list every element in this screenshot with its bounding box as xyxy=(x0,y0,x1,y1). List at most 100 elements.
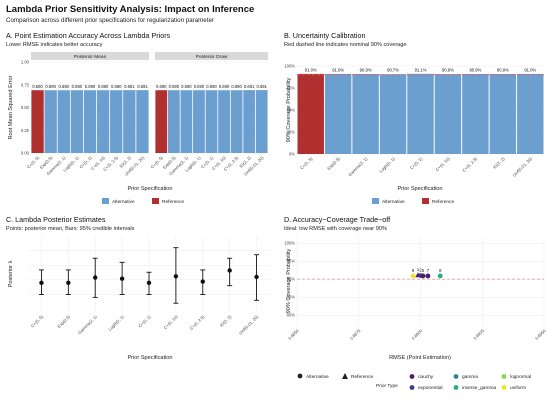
bar xyxy=(517,73,544,154)
data-label: 0.690 xyxy=(85,84,96,89)
bar xyxy=(434,74,462,154)
legend-key-inverse_gamma xyxy=(453,385,459,390)
posterior-mean-point xyxy=(93,275,98,280)
bar xyxy=(255,90,268,153)
data-label: 0.690 xyxy=(32,84,43,89)
posterior-mean-point xyxy=(119,276,125,281)
legend-label: Reference xyxy=(162,199,184,205)
x-tick-label: C+(0, 10) xyxy=(163,314,179,330)
x-tick-label: C+(0, 2.5) xyxy=(102,155,119,172)
point-label: 9 xyxy=(412,268,415,273)
y-tick-label: 95% xyxy=(287,259,296,264)
facet-strip xyxy=(31,52,149,60)
y-tick-label: 100% xyxy=(284,64,295,69)
x-tick-label: C+(0, 5) xyxy=(30,314,45,329)
y-axis-label: Root Mean Squared Error xyxy=(8,75,14,139)
legend-label: cauchy xyxy=(418,374,434,380)
x-axis-label: RMSE (Point Estimation) xyxy=(389,355,451,361)
panel-subtitle: Lower RMSE indicates better accuracy xyxy=(6,42,103,48)
legend-label: exponential xyxy=(418,385,443,391)
data-label: 90.9% xyxy=(497,68,509,73)
bar xyxy=(230,90,243,153)
data-label: 0.690 xyxy=(59,84,70,89)
legend-label: Reference xyxy=(432,199,454,205)
legend-key-reference xyxy=(422,198,429,204)
x-tick-label: 0.6925 xyxy=(472,328,485,341)
point-alternative xyxy=(410,273,416,279)
y-axis-label: Posterior λ xyxy=(8,260,14,287)
panel-d: D. Accuracy−Coverage Trade−off Ideal: low… xyxy=(284,215,547,391)
data-label: 0.690 xyxy=(206,84,217,89)
point-alternative xyxy=(425,273,431,279)
bar xyxy=(83,90,97,153)
panel-b: B. Uncertainty Calibration Red dashed lin… xyxy=(284,31,544,205)
x-tick-label: 0.6950 xyxy=(534,328,547,341)
y-tick-label: 85% xyxy=(287,295,296,300)
bar xyxy=(31,90,44,153)
x-tick-label: C+(0, 2.5) xyxy=(461,156,478,173)
color-legend: Prior Type cauchy exponential gamma inverse_… xyxy=(376,374,531,391)
bar xyxy=(218,90,230,153)
data-label: 0.690 xyxy=(72,84,83,89)
data-label: 90.7% xyxy=(387,68,399,73)
legend-key-alternative xyxy=(372,198,379,204)
legend-label: uniform xyxy=(510,385,526,391)
bar xyxy=(167,90,180,153)
panel-a: A. Point Estimation Accuracy Across Lamb… xyxy=(6,31,268,205)
panel-subtitle: Red dashed line indicates nominal 90% co… xyxy=(284,42,407,48)
bar xyxy=(352,74,379,154)
legend-key-cauchy xyxy=(409,374,415,379)
panel-title: C. Lambda Posterior Estimates xyxy=(6,215,106,224)
bar xyxy=(379,74,407,154)
facet-strip-label: Posterior Mean xyxy=(74,54,107,60)
bar xyxy=(489,74,517,154)
legend-title: Prior Type xyxy=(376,383,398,389)
point-alternative xyxy=(437,273,443,279)
x-tick-label: 0.6850 xyxy=(287,328,300,341)
data-label: 0.691 xyxy=(256,84,267,89)
data-label: 91.1% xyxy=(415,67,427,72)
posterior-mean-point xyxy=(173,274,179,279)
panel-title: A. Point Estimation Accuracy Across Lamb… xyxy=(6,31,171,40)
x-tick-label: C+(0, 1) xyxy=(137,314,152,329)
x-tick-label: Unif(0.01, 20) xyxy=(238,314,260,336)
data-label: 90.9% xyxy=(360,68,372,73)
x-axis-label: Prior Specification xyxy=(127,355,172,361)
point-label: 5 xyxy=(422,268,425,273)
data-label: 0.690 xyxy=(181,84,192,89)
bar xyxy=(297,73,324,154)
data-label: 90.8% xyxy=(442,68,454,73)
bar xyxy=(324,73,352,154)
facet-strip-label: Posterior Draw xyxy=(196,54,228,60)
y-tick-label: 80% xyxy=(287,313,296,318)
bar xyxy=(243,90,256,153)
legend-key-gamma xyxy=(453,374,459,379)
posterior-mean-point xyxy=(66,280,71,285)
data-label: 90.9% xyxy=(469,68,481,73)
legend-label: gamma xyxy=(462,375,478,380)
y-tick-label: 90% xyxy=(287,277,296,282)
posterior-mean-point xyxy=(39,280,44,285)
x-tick-label: C+(0, 10) xyxy=(435,156,451,172)
data-label: 0.690 xyxy=(156,84,167,89)
shape-legend: Alternative Reference xyxy=(297,373,373,380)
y-tick-label: 0.50 xyxy=(21,105,30,110)
y-tick-label: 100% xyxy=(284,241,295,246)
bar xyxy=(44,90,57,153)
data-label: 0.691 xyxy=(137,84,148,89)
legend-key-reference xyxy=(152,198,159,204)
bar xyxy=(96,90,110,153)
x-tick-label: C+(0, 5) xyxy=(299,156,314,171)
y-tick-label: 50% xyxy=(287,108,296,113)
data-label: 0.690 xyxy=(45,84,56,89)
bar xyxy=(180,90,193,153)
legend-key-alternative xyxy=(102,198,109,204)
panel-subtitle: Ideal: low RMSE with coverage near 90% xyxy=(284,226,387,232)
x-tick-label: Exp(0.5) xyxy=(56,314,71,329)
y-tick-label: 0.00 xyxy=(21,151,30,156)
data-label: 0.690 xyxy=(111,84,122,89)
data-label: 0.691 xyxy=(244,84,255,89)
facet-posterior-mean: Posterior Mean 0.00 0.25 0.50 0.75 1.00 0.690 C… xyxy=(21,52,149,177)
